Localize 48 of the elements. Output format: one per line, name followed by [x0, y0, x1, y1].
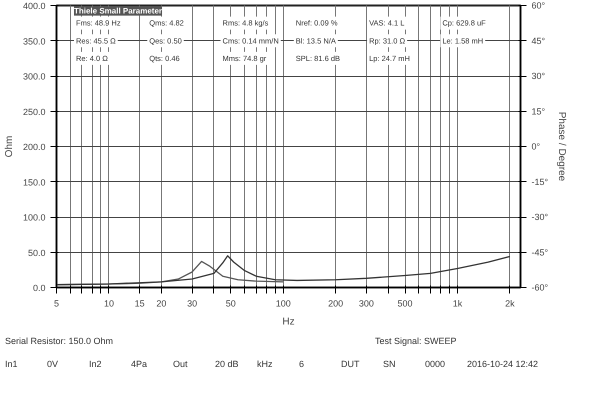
text: Serial Resistor: 150.0 Ohm	[5, 335, 114, 348]
y-axis-title: Ohm	[4, 136, 15, 158]
x-tick-label: 50	[226, 298, 236, 308]
y-tick-label: 200.0	[22, 142, 46, 152]
y-tick-label: 100.0	[22, 212, 46, 222]
text: In1	[5, 358, 18, 371]
text: 2016-10-24 12:42	[467, 358, 538, 371]
y-tick-label: 250.0	[22, 106, 46, 117]
x-tick-label: 500	[398, 298, 413, 308]
y-tick-label: 400.0	[22, 1, 46, 11]
y2-tick-label: -30°	[532, 212, 549, 222]
text: Out	[173, 358, 188, 371]
x-tick-label: 20	[156, 298, 166, 308]
y-tick-label: 150.0	[22, 177, 46, 188]
y2-tick-label: -45°	[532, 247, 549, 258]
y-tick-label: 0.0	[32, 283, 46, 293]
y2-tick-label: 60°	[532, 0, 546, 10]
annotation: Thiele Small Parameter	[74, 6, 162, 16]
text: SN	[383, 358, 396, 371]
y2-tick-label: -60°	[532, 282, 549, 292]
y-tick-label: 300.0	[22, 72, 46, 82]
text: DUT	[341, 358, 360, 371]
text: 6	[299, 358, 304, 371]
y2-axis-title: Phase / Degree	[556, 112, 568, 182]
x-tick-label: 1k	[452, 298, 463, 308]
x-tick-label: 10	[104, 298, 114, 308]
y-tick-label: 350.0	[22, 36, 46, 46]
y-tick-label: 50.0	[28, 248, 46, 258]
text: 4Pa	[131, 358, 148, 371]
text: Test Signal: SWEEP	[375, 335, 457, 348]
text: 0000	[425, 358, 446, 371]
x-tick-label: 200	[328, 298, 344, 308]
y2-tick-label: 15°	[532, 106, 546, 116]
x-tick-label: 100	[276, 298, 291, 308]
x-tick-label: 2k	[505, 298, 516, 308]
y2-tick-label: 45°	[532, 36, 546, 46]
x-tick-label: 15	[134, 298, 145, 308]
text: 0V	[47, 358, 58, 371]
x-tick-label: 300	[358, 298, 374, 308]
y2-tick-label: 30°	[532, 71, 546, 81]
text: In2	[89, 358, 102, 371]
y2-tick-label: 0°	[532, 142, 541, 152]
x-axis-title: Hz	[282, 316, 295, 328]
text: kHz	[257, 358, 272, 371]
x-tick-label: 30	[187, 298, 198, 308]
x-tick-label: 5	[54, 298, 60, 308]
text: 20 dB	[215, 358, 239, 371]
y2-tick-label: -15°	[532, 176, 549, 187]
